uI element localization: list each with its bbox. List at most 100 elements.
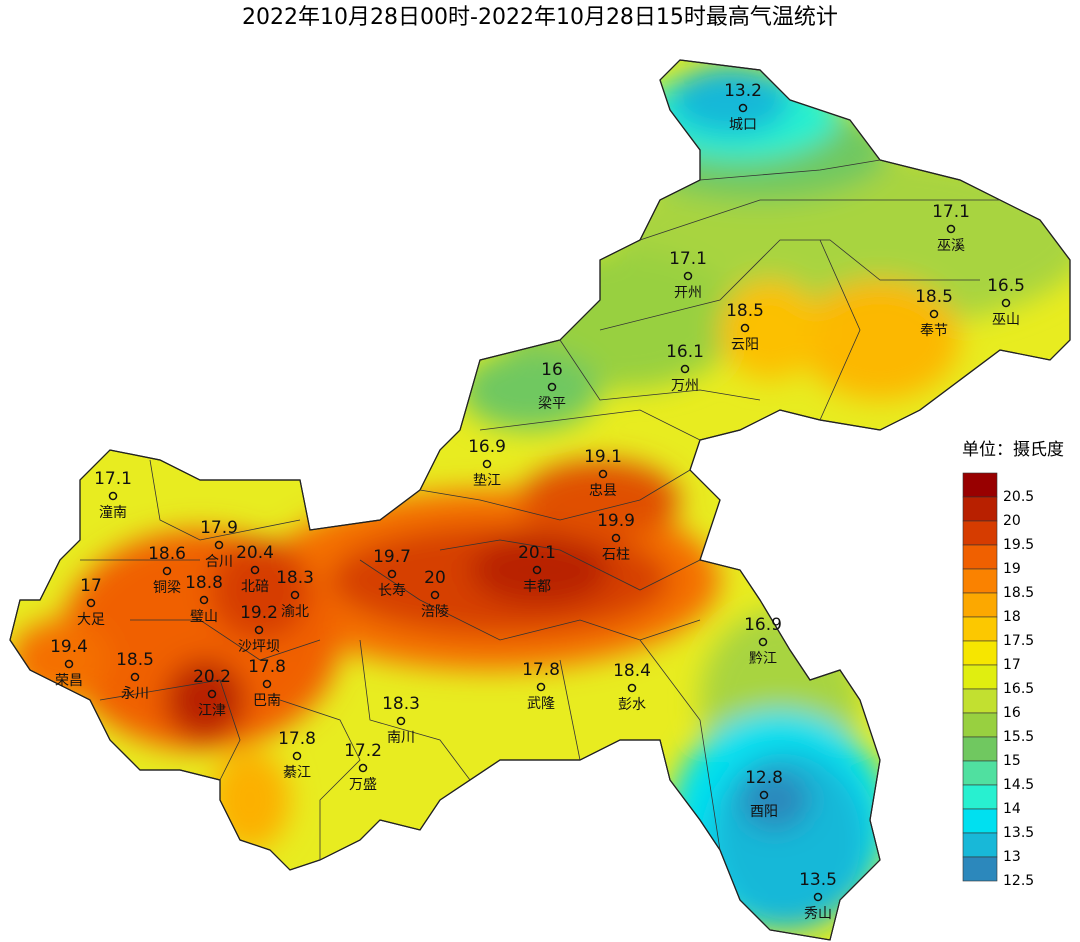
legend-swatch bbox=[962, 688, 998, 714]
station-name: 荣昌 bbox=[55, 673, 83, 689]
station-value: 16.1 bbox=[666, 342, 704, 362]
legend-label: 18.5 bbox=[1003, 585, 1034, 601]
station-name: 綦江 bbox=[283, 765, 311, 781]
station-marker bbox=[254, 625, 264, 635]
legend-swatch bbox=[962, 712, 998, 738]
legend-title: 单位：摄氏度 bbox=[962, 440, 1064, 460]
station-value: 19.4 bbox=[50, 637, 88, 657]
station-marker bbox=[740, 323, 750, 333]
station-value: 17.8 bbox=[248, 657, 286, 677]
station-value: 17.8 bbox=[522, 660, 560, 680]
legend-swatch bbox=[962, 808, 998, 834]
station-marker bbox=[758, 637, 768, 647]
station-name: 开州 bbox=[674, 285, 702, 301]
station-name: 巴南 bbox=[253, 693, 281, 709]
station-marker bbox=[547, 382, 557, 392]
station-value: 18.5 bbox=[726, 301, 764, 321]
station-value: 17.9 bbox=[200, 518, 238, 538]
station-value: 16.9 bbox=[744, 615, 782, 635]
legend-label: 16 bbox=[1003, 705, 1021, 721]
station-name: 垫江 bbox=[473, 473, 501, 489]
legend-label: 20.5 bbox=[1003, 489, 1034, 505]
station-marker bbox=[813, 892, 823, 902]
station-name: 沙坪坝 bbox=[238, 639, 280, 655]
station-name: 永川 bbox=[121, 686, 149, 702]
station-value: 19.9 bbox=[597, 511, 635, 531]
station-value: 20.2 bbox=[193, 667, 231, 687]
station-name: 潼南 bbox=[99, 504, 127, 521]
station-marker bbox=[199, 595, 209, 605]
station-marker bbox=[759, 790, 769, 800]
station-name: 酉阳 bbox=[750, 804, 778, 820]
legend-swatch bbox=[962, 832, 998, 858]
station-marker bbox=[130, 672, 140, 682]
station-value: 18.5 bbox=[915, 287, 953, 307]
station-name: 巫山 bbox=[992, 312, 1020, 328]
station-name: 铜梁 bbox=[153, 580, 181, 596]
station-marker bbox=[598, 469, 608, 479]
stations: 13.2 城口 17.1 巫溪 17.1 开州 16.5 巫山 18.5 云阳 18.5 奉节 16.1… bbox=[50, 81, 1025, 922]
legend-swatch bbox=[962, 616, 998, 642]
station-marker bbox=[108, 491, 118, 501]
legend-swatch bbox=[962, 640, 998, 666]
station-marker bbox=[358, 763, 368, 773]
station-name: 大足 bbox=[77, 612, 105, 628]
station-marker bbox=[162, 566, 172, 576]
legend-swatch bbox=[962, 664, 998, 690]
legend-label: 17 bbox=[1003, 657, 1021, 673]
legend-swatch bbox=[962, 760, 998, 786]
legend-swatch bbox=[962, 472, 998, 498]
station-marker bbox=[536, 682, 546, 692]
station-name: 秀山 bbox=[804, 906, 832, 922]
station-marker bbox=[680, 364, 690, 374]
station-name: 北碚 bbox=[241, 579, 269, 595]
legend-label: 19.5 bbox=[1003, 537, 1034, 553]
station-name: 忠县 bbox=[589, 483, 617, 499]
station-value: 16.9 bbox=[468, 437, 506, 457]
station-marker bbox=[290, 590, 300, 600]
station-name: 江津 bbox=[198, 703, 226, 719]
station-name: 璧山 bbox=[190, 608, 218, 625]
station-value: 12.8 bbox=[745, 768, 783, 788]
station-name: 万盛 bbox=[349, 777, 377, 793]
station-marker bbox=[86, 598, 96, 608]
station-name: 万州 bbox=[671, 378, 699, 394]
station-value: 18.4 bbox=[613, 661, 651, 681]
station-value: 17.1 bbox=[669, 249, 707, 269]
station-marker bbox=[929, 309, 939, 319]
station-marker bbox=[262, 679, 272, 689]
legend-label: 13.5 bbox=[1003, 825, 1034, 841]
station-value: 17.1 bbox=[932, 202, 970, 222]
station-value: 19.1 bbox=[584, 447, 622, 467]
station-name: 南川 bbox=[387, 730, 415, 746]
station-value: 17.8 bbox=[278, 729, 316, 749]
legend-label: 19 bbox=[1003, 561, 1021, 577]
station-name: 梁平 bbox=[538, 396, 566, 412]
station-marker bbox=[214, 540, 224, 550]
legend-label: 14 bbox=[1003, 801, 1021, 817]
legend-swatch bbox=[962, 544, 998, 570]
station-marker bbox=[611, 533, 621, 543]
station-value: 18.8 bbox=[185, 573, 223, 593]
station-value: 20 bbox=[424, 568, 446, 588]
station-marker bbox=[64, 659, 74, 669]
title: 2022年10月28日00时-2022年10月28日15时最高气温统计 bbox=[242, 5, 838, 30]
station-value: 19.7 bbox=[373, 547, 411, 567]
station-value: 13.5 bbox=[799, 870, 837, 890]
legend-label: 14.5 bbox=[1003, 777, 1034, 793]
legend-swatch bbox=[962, 592, 998, 618]
station-name: 涪陵 bbox=[421, 604, 449, 620]
station-name: 武隆 bbox=[527, 696, 555, 712]
legend-swatch bbox=[962, 784, 998, 810]
station-value: 16 bbox=[541, 360, 563, 380]
legend-label: 17.5 bbox=[1003, 633, 1034, 649]
legend-label: 20 bbox=[1003, 513, 1021, 529]
station-marker bbox=[430, 590, 440, 600]
station-value: 17.2 bbox=[344, 741, 382, 761]
station-value: 18.3 bbox=[276, 568, 314, 588]
station-name: 长寿 bbox=[378, 582, 406, 599]
station-marker bbox=[532, 565, 542, 575]
station-marker bbox=[292, 751, 302, 761]
legend-label: 15 bbox=[1003, 753, 1021, 769]
station-value: 17 bbox=[80, 576, 102, 596]
